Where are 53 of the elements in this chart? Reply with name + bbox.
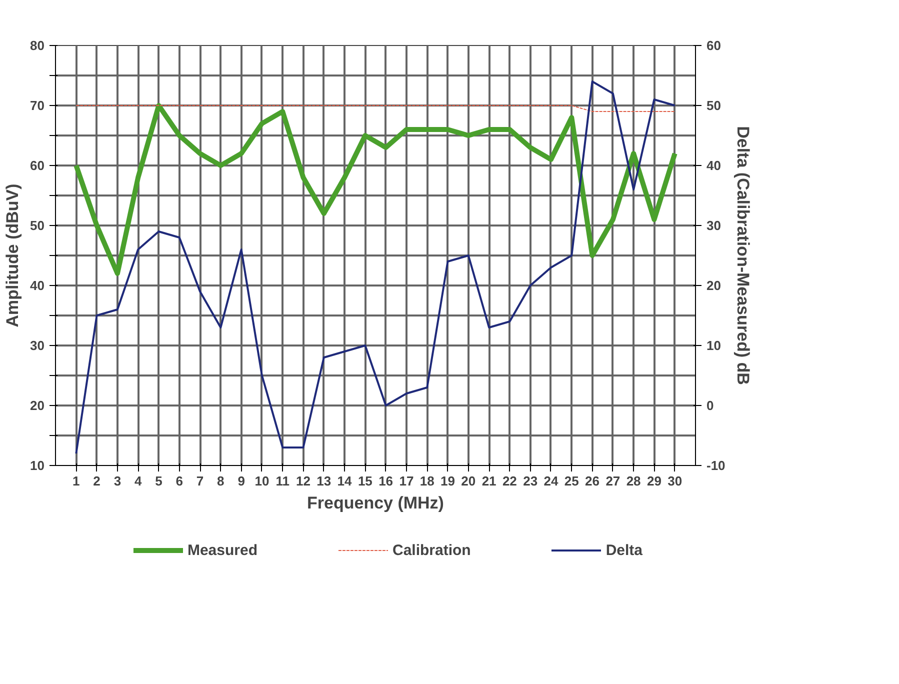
y-tick-label: 10 — [30, 458, 45, 473]
x-tick-label: 21 — [482, 474, 496, 488]
y2-tick-label: 60 — [706, 38, 721, 53]
y-tick-label: 30 — [30, 338, 45, 353]
y2-tick-label: 30 — [706, 218, 721, 233]
x-tick-label: 15 — [358, 474, 372, 488]
y2-tick-label: 50 — [706, 98, 721, 113]
x-tick-label: 9 — [238, 474, 245, 488]
x-tick-label: 11 — [276, 474, 290, 488]
x-tick-label: 10 — [254, 474, 270, 488]
x-tick-label: 8 — [217, 474, 224, 488]
y2-axis-title: Delta (Calibration-Measured) dB — [733, 126, 752, 385]
legend-label: Calibration — [392, 542, 471, 558]
legend-label: Delta — [606, 542, 643, 558]
legend-label: Measured — [187, 542, 258, 558]
x-tick-label: 7 — [196, 474, 204, 488]
y2-tick-label: 40 — [706, 158, 721, 173]
x-tick-label: 18 — [420, 474, 434, 488]
x-tick-label: 3 — [114, 474, 122, 488]
y2-tick-label: 10 — [706, 338, 721, 353]
y2-tick-label: -10 — [706, 458, 726, 473]
x-tick-label: 14 — [337, 474, 353, 488]
x-tick-label: 27 — [606, 474, 620, 488]
y2-tick-label: 0 — [706, 398, 714, 413]
x-tick-label: 17 — [399, 474, 414, 488]
x-tick-label: 23 — [523, 474, 538, 488]
x-axis-title: Frequency (MHz) — [307, 494, 444, 512]
y-tick-label: 80 — [30, 38, 45, 53]
x-tick-label: 16 — [378, 474, 394, 488]
y2-tick-label: 20 — [706, 278, 721, 293]
x-tick-label: 1 — [72, 474, 80, 488]
x-tick-label: 19 — [440, 474, 455, 488]
x-tick-label: 2 — [93, 474, 100, 488]
y-tick-label: 20 — [30, 398, 45, 413]
y-axis-title: Amplitude (dBuV) — [3, 184, 22, 328]
x-tick-label: 28 — [626, 474, 641, 488]
x-tick-label: 5 — [155, 474, 162, 488]
line-series — [75, 80, 676, 454]
x-tick-label: 12 — [296, 474, 310, 488]
y-tick-label: 50 — [30, 218, 45, 233]
x-tick-label: 29 — [646, 474, 662, 488]
x-tick-label: 22 — [502, 474, 517, 488]
x-tick-label: 30 — [668, 474, 682, 488]
x-tick-label: 24 — [544, 474, 559, 488]
x-tick-label: 6 — [176, 474, 183, 488]
y-tick-label: 60 — [30, 158, 45, 173]
y-tick-label: 70 — [30, 98, 45, 113]
x-tick-label: 13 — [316, 474, 332, 488]
x-tick-label: 25 — [564, 474, 579, 488]
y-tick-label: 40 — [30, 278, 45, 293]
x-tick-label: 20 — [461, 474, 476, 488]
x-tick-label: 4 — [134, 474, 142, 488]
x-tick-label: 26 — [585, 474, 600, 488]
